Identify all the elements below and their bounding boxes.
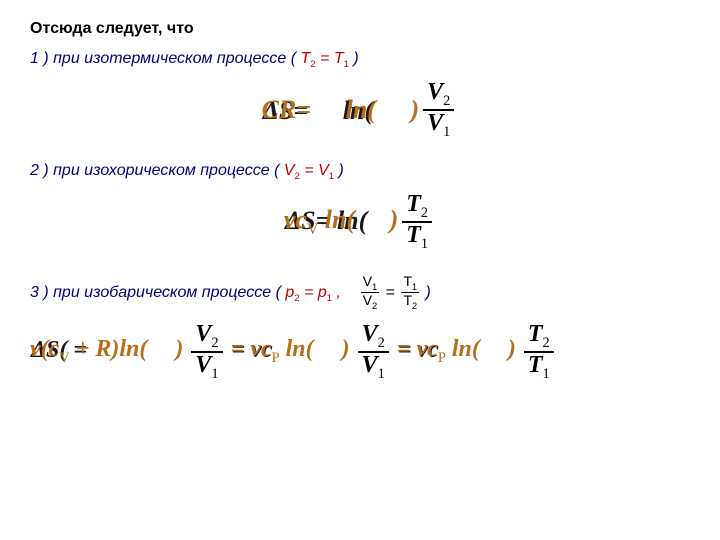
case3-prefix: 3 ) при изобарическом процессе ( (30, 284, 285, 301)
case1-condition: T2 = T1 (300, 50, 348, 67)
case3-term3: = νc = νcP ln() (397, 336, 516, 367)
case3-frac2: V2 V1 (358, 322, 389, 382)
case3-comma: , (332, 284, 341, 301)
case2-condition: V2 = V1 (284, 162, 334, 179)
case1-eq-left: ΔS= ln( CR= ln( ) (262, 95, 420, 125)
case3-suffix: ) (426, 284, 431, 301)
case2-suffix: ) (334, 162, 344, 179)
case1-fraction: V2 V1 (423, 80, 454, 140)
case2-equation: ΔS= ln( νcV ln( ) T2 T1 (30, 192, 690, 252)
case3-term1: ΔS( = ν(cV + R)ln() (30, 336, 183, 367)
case1-suffix: ) (349, 50, 359, 67)
case3-label: 3 ) при изобарическом процессе ( p2 = p1… (30, 274, 690, 312)
case2-fraction: T2 T1 (402, 192, 432, 252)
heading-text: Отсюда следует, что (30, 20, 690, 38)
case2-label: 2 ) при изохорическом процессе ( V2 = V1… (30, 162, 690, 182)
case3-mini-ratio: V1V2 = T1T2 (345, 284, 425, 301)
case3-equation: ΔS( = ν(cV + R)ln() V2 V1 = νc = νcP ln(… (30, 322, 690, 382)
case3-condition: p2 = p1 (285, 284, 332, 301)
case2-prefix: 2 ) при изохорическом процессе ( (30, 162, 284, 179)
case1-label: 1 ) при изотермическом процессе ( T2 = T… (30, 50, 690, 70)
case3-frac1: V2 V1 (191, 322, 222, 382)
case2-eq-left: ΔS= ln( νcV ln( ) (284, 205, 398, 239)
case1-prefix: 1 ) при изотермическом процессе ( (30, 50, 300, 67)
case3-frac3: T2 T1 (524, 322, 554, 382)
case1-equation: ΔS= ln( CR= ln( ) V2 V1 (30, 80, 690, 140)
case3-term2: = νc = νcP ln() (231, 336, 350, 367)
